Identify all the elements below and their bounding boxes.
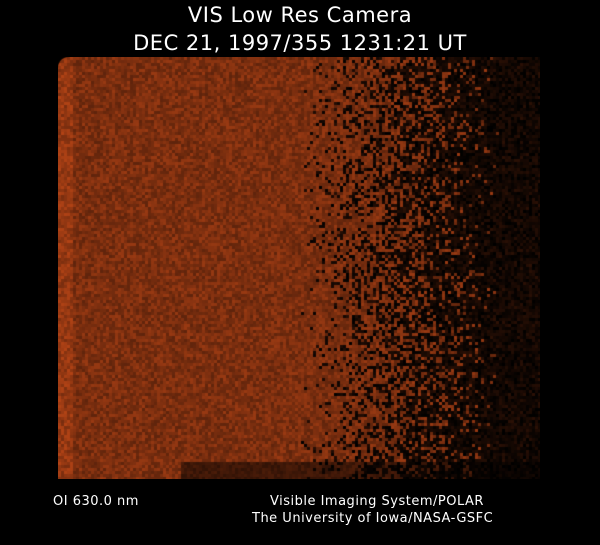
organization-label: The University of Iowa/NASA-GSFC xyxy=(252,511,494,526)
instrument-label: Visible Imaging System/POLAR xyxy=(270,494,484,509)
image-title: VIS Low Res Camera xyxy=(187,3,413,27)
wavelength-label: OI 630.0 nm xyxy=(53,494,139,509)
camera-image xyxy=(58,57,540,479)
observation-datetime: DEC 21, 1997/355 1231:21 UT xyxy=(133,31,467,55)
